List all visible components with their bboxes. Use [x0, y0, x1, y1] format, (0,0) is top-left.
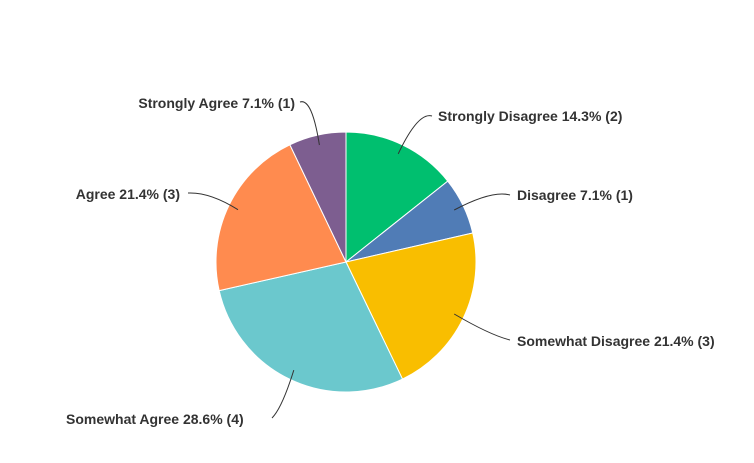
leader-line: [187, 192, 239, 211]
slice-label: Agree 21.4% (3): [76, 186, 180, 202]
leader-line: [453, 193, 511, 211]
leader-line: [271, 369, 295, 419]
leader-line: [453, 313, 511, 341]
slice-label: Strongly Disagree 14.3% (2): [438, 108, 622, 124]
leader-line: [299, 101, 320, 146]
leader-line: [397, 115, 433, 155]
pie-slice-agree: [215, 144, 347, 292]
slice-label: Somewhat Disagree 21.4% (3): [517, 333, 715, 349]
pie-slice-somewhat-agree: [218, 261, 404, 393]
slice-label: Somewhat Agree 28.6% (4): [66, 411, 244, 427]
pie-slice-somewhat-disagree: [345, 232, 477, 380]
slice-labels: Strongly Disagree 14.3% (2) Disagree 7.1%…: [66, 95, 715, 427]
slice-label: Disagree 7.1% (1): [517, 187, 633, 203]
slice-label: Strongly Agree 7.1% (1): [138, 95, 295, 111]
pie-slices: [215, 131, 477, 393]
leader-lines: [187, 101, 511, 419]
